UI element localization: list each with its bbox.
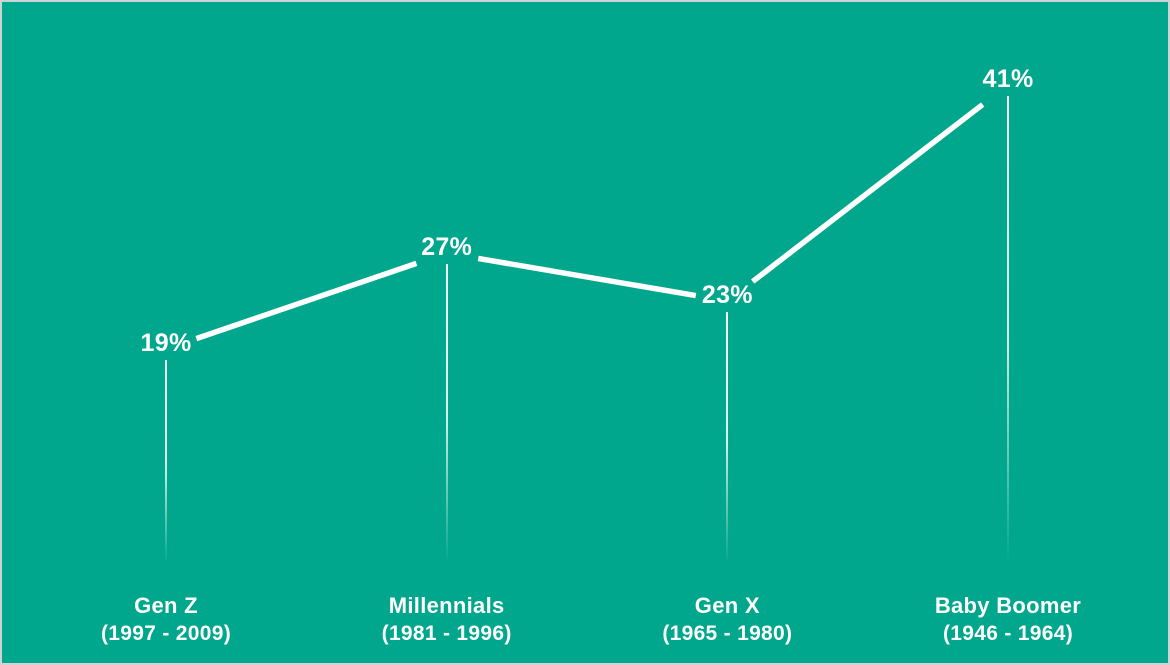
category-name: Baby Boomer (934, 593, 1082, 618)
drop-line-baby-boomer (1007, 96, 1009, 564)
value-label-millennials: 27% (421, 233, 473, 261)
category-name: Millennials (388, 593, 505, 618)
category-years: (1946 - 1964) (943, 622, 1073, 645)
category-years: (1981 - 1996) (381, 622, 512, 645)
category-name: Gen Z (134, 593, 198, 618)
category-label-baby-boomer: Baby Boomer (1946 - 1964) (868, 592, 1148, 648)
trend-segment (751, 102, 985, 284)
category-label-gen-z: Gen Z (1997 - 2009) (26, 592, 306, 648)
drop-line-gen-z (165, 360, 167, 564)
value-label-gen-x: 23% (701, 281, 753, 309)
drop-line-millennials (445, 264, 448, 564)
category-name: Gen X (694, 593, 760, 618)
trend-segment (195, 260, 418, 342)
category-label-gen-x: Gen X (1965 - 1980) (587, 592, 867, 648)
drop-line-gen-x (726, 312, 729, 564)
category-years: (1965 - 1980) (662, 622, 793, 645)
value-label-gen-z: 19% (140, 329, 192, 357)
trend-segment (477, 255, 697, 299)
value-label-baby-boomer: 41% (982, 65, 1034, 93)
category-years: (1997 - 2009) (101, 622, 231, 645)
category-label-millennials: Millennials (1981 - 1996) (307, 592, 587, 648)
